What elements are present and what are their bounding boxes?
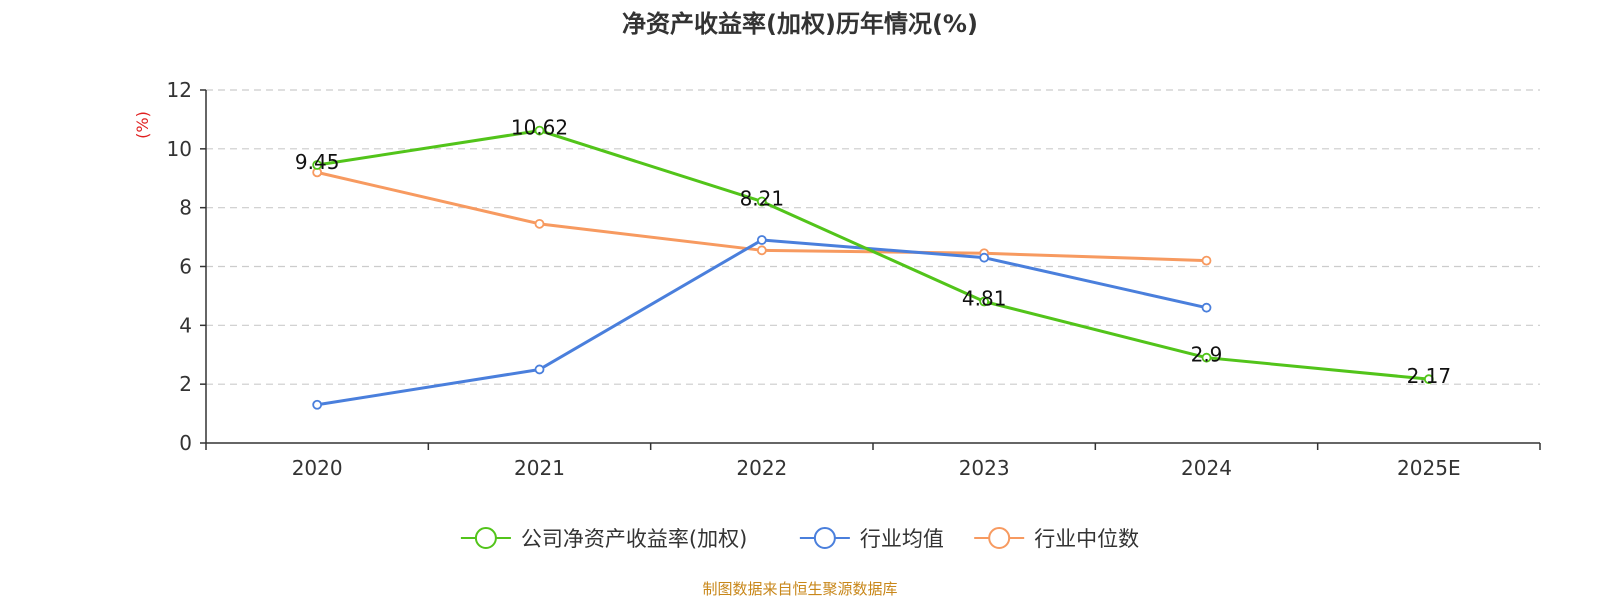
source-note: 制图数据来自恒生聚源数据库 [702, 580, 897, 598]
gridlines [206, 89, 1540, 385]
data-label: 4.81 [962, 287, 1007, 311]
x-tick-label: 2020 [292, 456, 343, 480]
data-label: 2.17 [1407, 364, 1452, 388]
data-point [756, 196, 767, 207]
data-point [1201, 255, 1212, 266]
chart-title: 净资产收益率(加权)历年情况(%) [622, 10, 978, 38]
y-tick-label: 0 [179, 431, 192, 455]
data-label: 9.45 [295, 150, 340, 174]
x-tick-label: 2025E [1397, 456, 1461, 480]
y-tick-label: 8 [179, 196, 192, 220]
series [312, 125, 1434, 410]
legend-marker [474, 527, 497, 549]
legend-marker [813, 527, 836, 549]
data-point [979, 252, 990, 263]
x-tick-label: 2021 [514, 456, 565, 480]
data-point [1201, 302, 1212, 313]
data-point [1201, 352, 1212, 363]
series-0 [312, 125, 1434, 385]
legend-label: 行业中位数 [1034, 527, 1139, 551]
legend: 公司净资产收益率(加权) 行业均值 行业中位数 [460, 527, 1139, 551]
data-label: 10.62 [511, 116, 568, 140]
data-labels: 9.45 10.62 8.21 4.81 2.9 2.17 [295, 116, 1451, 389]
legend-item-1: 行业均值 [799, 527, 944, 551]
y-tick-label: 6 [179, 255, 192, 279]
data-point [1423, 374, 1434, 385]
series-1 [312, 235, 1212, 410]
data-point [756, 245, 767, 256]
legend-item-2: 行业中位数 [974, 527, 1139, 551]
x-tick-label: 2023 [959, 456, 1010, 480]
data-point [312, 399, 323, 410]
data-point [534, 364, 545, 375]
data-label: 2.9 [1191, 343, 1223, 367]
y-tick-label: 2 [179, 372, 192, 396]
legend-label: 行业均值 [860, 527, 944, 551]
series-line [315, 129, 1431, 381]
x-tick-label: 2024 [1181, 456, 1232, 480]
y-tick-label: 10 [167, 137, 192, 161]
y-tick-label: 12 [167, 78, 192, 102]
legend-marker [988, 527, 1011, 549]
data-point [979, 296, 990, 307]
legend-label: 公司净资产收益率(加权) [521, 527, 747, 551]
y-axis-unit-label: (%) [133, 111, 152, 139]
x-tick-label: 2022 [736, 456, 787, 480]
data-point [756, 235, 767, 245]
data-point [534, 218, 545, 229]
data-point [312, 160, 323, 170]
data-point [534, 125, 545, 136]
series-2 [312, 167, 1212, 266]
data-label: 8.21 [740, 186, 785, 210]
series-line [315, 238, 1208, 407]
axes: 0 2 4 6 8 10 12 2020 2021 2022 2023 2024 2025E [167, 78, 1541, 480]
y-tick-label: 4 [179, 313, 192, 337]
legend-item-0: 公司净资产收益率(加权) [460, 527, 747, 551]
